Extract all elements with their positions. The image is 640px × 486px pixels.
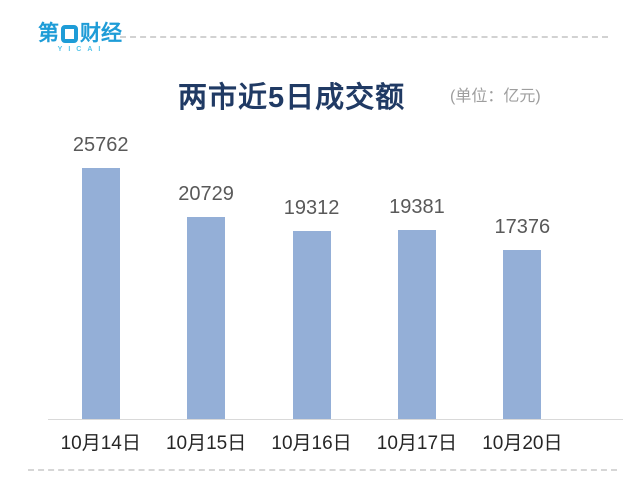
x-axis-tick-label: 10月16日 bbox=[271, 433, 352, 454]
bar bbox=[503, 250, 542, 419]
top-dashed-divider bbox=[120, 36, 608, 38]
logo-text-prefix: 第 bbox=[38, 22, 59, 45]
bar-value-label: 17376 bbox=[494, 216, 551, 238]
x-axis-tick-label: 10月20日 bbox=[482, 433, 563, 454]
chart-unit-label: (单位：亿元) bbox=[450, 88, 541, 105]
bar bbox=[81, 168, 120, 419]
bar-group: 25762 bbox=[48, 130, 153, 419]
bar-group: 19381 bbox=[364, 130, 469, 419]
x-axis-tick-label: 10月17日 bbox=[376, 433, 458, 454]
logo-screen-icon bbox=[61, 24, 78, 43]
bar-group: 20729 bbox=[153, 130, 258, 419]
x-axis-labels: 10月14日 10月15日 10月16日 10月17日 10月20日 bbox=[48, 428, 575, 455]
bar bbox=[397, 230, 436, 419]
bottom-dashed-divider bbox=[28, 469, 617, 471]
logo-subtext: YICAI bbox=[57, 46, 107, 53]
logo-text-suffix: 财经 bbox=[80, 22, 122, 45]
bar-value-label: 19312 bbox=[283, 197, 340, 219]
bar bbox=[187, 217, 226, 419]
bar-value-label: 20729 bbox=[178, 183, 234, 205]
yicai-logo: 第 财经 YICAI bbox=[38, 23, 122, 53]
bar-value-label: 25762 bbox=[72, 134, 129, 156]
yicai-logo-wordmark: 第 财经 bbox=[38, 23, 122, 44]
bar-group: 17376 bbox=[470, 130, 575, 419]
bar bbox=[292, 231, 331, 419]
x-axis-line bbox=[48, 419, 623, 420]
bar-value-label: 19381 bbox=[389, 196, 445, 218]
chart-title: 两市近5日成交额 bbox=[178, 82, 406, 114]
bar-group: 19312 bbox=[259, 130, 364, 419]
x-axis-tick-label: 10月15日 bbox=[165, 433, 247, 454]
x-axis-tick-label: 10月14日 bbox=[60, 433, 141, 454]
bar-chart-plot-area: 25762 20729 19312 19381 17376 bbox=[48, 130, 575, 419]
